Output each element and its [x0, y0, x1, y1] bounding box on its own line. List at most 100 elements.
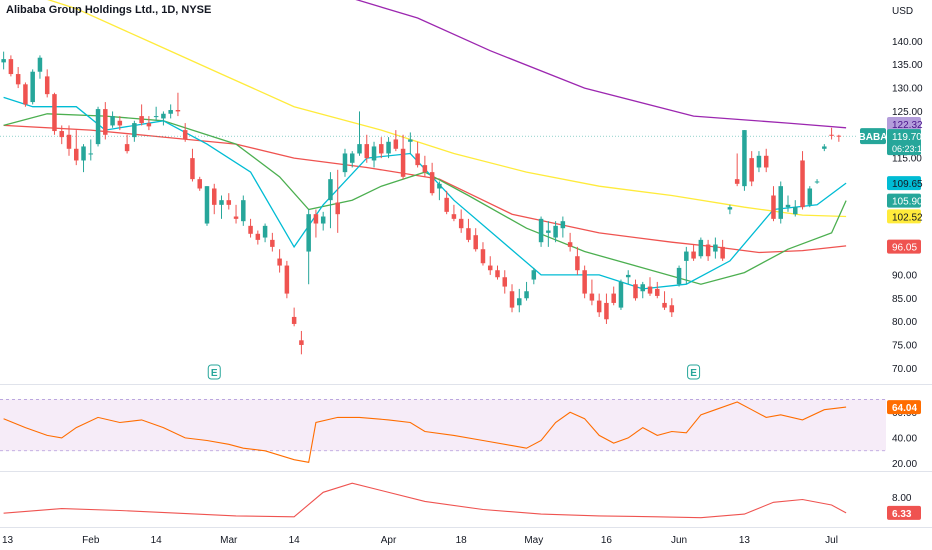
time-axis-tick: Mar: [220, 535, 238, 546]
symbol-tag-text: BABA: [859, 132, 888, 143]
price-axis-tick: 80.00: [892, 317, 917, 328]
candle-body: [226, 200, 232, 205]
candle-body: [720, 246, 725, 259]
candle-body: [153, 116, 159, 118]
candle-body: [422, 165, 428, 173]
price-axis-tick: 125.00: [892, 107, 923, 118]
candle-body: [836, 135, 842, 137]
candle-body: [444, 197, 449, 212]
candle-body: [313, 214, 319, 224]
price-axis-badge: [887, 116, 921, 131]
price-axis-tick: 130.00: [892, 84, 923, 95]
rsi-line: [3, 401, 847, 463]
price-axis-tick: 75.00: [892, 340, 917, 351]
candle-body: [822, 146, 827, 149]
earnings-marker-box: [207, 364, 221, 380]
moving-average-line: [355, 0, 847, 129]
candle-body: [132, 123, 137, 138]
candle-body: [393, 139, 399, 149]
candle-body: [44, 76, 50, 95]
candle-body: [655, 288, 660, 296]
candle-body: [662, 302, 667, 308]
candle-body: [698, 239, 704, 257]
candle-body: [328, 179, 333, 201]
candle-body: [255, 233, 261, 240]
price-axis-badge-text: 96.05: [892, 243, 917, 254]
candle-body: [241, 200, 246, 222]
symbol-tag: [860, 128, 886, 145]
candle-body: [538, 218, 544, 243]
moving-average-line: [3, 96, 847, 290]
candle-body: [625, 274, 631, 278]
candle-body: [742, 130, 747, 187]
earnings-marker-label: E: [211, 368, 218, 379]
candle-body: [81, 146, 86, 161]
candle-body: [146, 123, 152, 127]
earnings-marker: E: [687, 364, 701, 380]
candle-body: [248, 225, 253, 234]
moving-average-line: [47, 0, 847, 218]
earnings-marker: E: [207, 364, 221, 380]
candle-body: [473, 235, 478, 250]
candle-body: [502, 277, 508, 287]
candle-body: [466, 228, 471, 240]
time-axis-tick: 13: [2, 535, 14, 546]
candle-body: [713, 244, 718, 252]
candle-body: [429, 172, 435, 194]
price-axis-badge-text: 119.70: [892, 132, 922, 143]
candle-body: [676, 267, 682, 285]
price-axis-badge: [887, 176, 921, 191]
candle-body: [546, 230, 551, 233]
candle-body: [684, 251, 689, 261]
candle-body: [386, 141, 391, 154]
candle-body: [596, 300, 602, 313]
candle-body: [756, 155, 762, 168]
time-axis-tick: 18: [456, 535, 468, 546]
candle-body: [800, 160, 805, 208]
candle-body: [219, 200, 224, 205]
candle-body: [807, 188, 813, 205]
price-axis-tick: 135.00: [892, 60, 923, 71]
oscillator-line: [3, 482, 847, 519]
currency-label: USD: [892, 6, 913, 17]
candle-body: [691, 251, 696, 259]
candle-body: [371, 146, 377, 161]
candle-body: [37, 57, 43, 72]
candle-body: [291, 316, 297, 324]
candle-body: [30, 71, 35, 103]
price-axis-tick: 115.00: [892, 154, 922, 165]
price-axis-badge-text: 109.65: [892, 179, 923, 190]
chart-title: Alibaba Group Holdings Ltd., 1D, NYSE: [6, 4, 212, 16]
price-axis-badge-text: 122.32: [892, 120, 923, 131]
moving-average-line: [3, 124, 847, 254]
candle-body: [560, 221, 566, 229]
candle-body: [487, 265, 493, 271]
price-axis-tick: 85.00: [892, 294, 917, 305]
candle-body: [509, 291, 515, 308]
candle-body: [190, 158, 195, 180]
candle-body: [66, 134, 72, 149]
candle-body: [400, 148, 406, 177]
candle-body: [335, 202, 340, 215]
candle-body: [778, 186, 783, 219]
candle-body: [306, 214, 311, 252]
candle-body: [829, 134, 834, 136]
candle-body: [161, 113, 166, 119]
candle-body: [480, 249, 486, 264]
candle-body: [415, 153, 420, 166]
time-axis-tick: Feb: [82, 535, 100, 546]
candle-body: [95, 109, 101, 145]
oscillator-axis-tick: 8.00: [892, 493, 912, 504]
moving-average-line: [3, 113, 847, 285]
candle-body: [582, 270, 587, 294]
candle-body: [814, 181, 820, 183]
candle-body: [197, 179, 202, 189]
candle-body: [284, 265, 290, 294]
candle-body: [88, 153, 94, 155]
candle-body: [182, 130, 188, 140]
candle-body: [640, 284, 646, 292]
candle-body: [727, 207, 733, 210]
candle-body: [320, 216, 326, 224]
candle-body: [357, 144, 362, 154]
candle-body: [408, 139, 413, 142]
